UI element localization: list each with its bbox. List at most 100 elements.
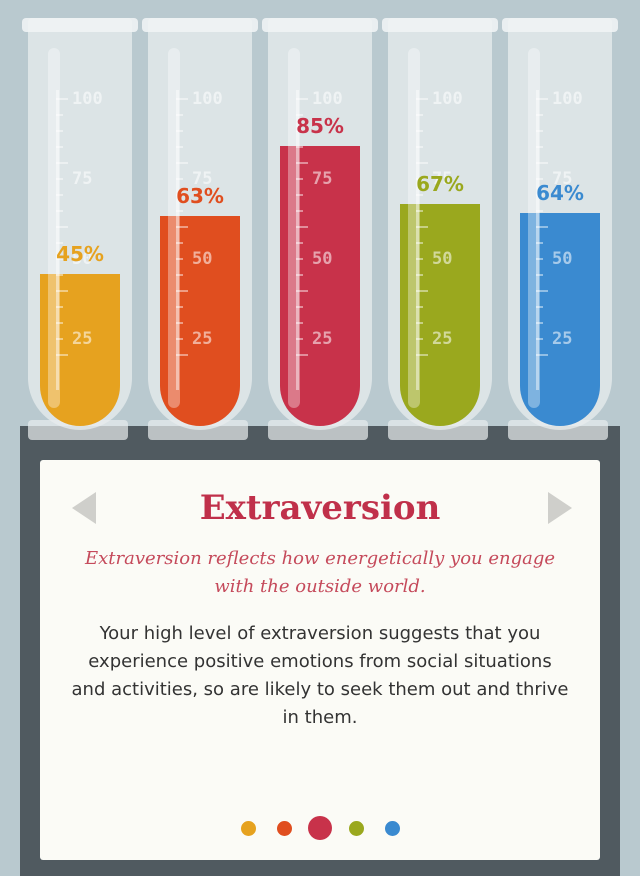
scale-label: 100 — [432, 89, 463, 109]
scale-minor-tick — [416, 114, 423, 116]
scale-major-tick — [416, 354, 428, 356]
scale-minor-tick — [536, 322, 543, 324]
scale-minor-tick — [176, 210, 183, 212]
tube-scale: 100 75 50 25 — [296, 90, 356, 410]
scale-label: 75 — [192, 169, 213, 189]
scale-minor-tick — [296, 322, 303, 324]
scale-minor-tick — [176, 306, 183, 308]
tube-liquid-conscientiousness — [160, 216, 240, 426]
pagination-dot-3[interactable] — [308, 816, 332, 840]
scale-label: 50 — [432, 249, 453, 269]
scale-label: 25 — [72, 329, 93, 349]
scale-label: 25 — [312, 329, 333, 349]
rack-slot — [388, 420, 488, 440]
test-tube-extraversion[interactable]: 100 75 50 25 — [262, 18, 378, 430]
pagination-dot-5[interactable] — [384, 820, 400, 836]
pagination-dot-4[interactable] — [348, 820, 364, 836]
scale-minor-tick — [536, 274, 543, 276]
scale-minor-tick — [416, 258, 423, 260]
scale-minor-tick — [536, 194, 543, 196]
scale-major-tick — [296, 98, 308, 100]
scale-major-tick — [176, 98, 188, 100]
scale-minor-tick — [56, 194, 63, 196]
trait-card — [40, 460, 600, 860]
scale-label: 50 — [72, 249, 93, 269]
tube-liquid-extraversion — [280, 146, 360, 426]
scale-minor-tick — [56, 146, 63, 148]
scale-minor-tick — [176, 194, 183, 196]
scale-minor-tick — [176, 178, 183, 180]
scale-minor-tick — [296, 114, 303, 116]
scale-major-tick — [296, 162, 308, 164]
scale-minor-tick — [536, 114, 543, 116]
tube-rim — [502, 18, 618, 32]
scale-minor-tick — [536, 242, 543, 244]
scale-label: 25 — [552, 329, 573, 349]
scale-minor-tick — [56, 130, 63, 132]
scale-major-tick — [176, 290, 188, 292]
scale-label: 100 — [192, 89, 223, 109]
scale-major-tick — [536, 98, 548, 100]
tube-liquid-neuroticism — [520, 213, 600, 426]
scale-label: 25 — [432, 329, 453, 349]
percent-label-conscientiousness: 63% — [176, 184, 224, 209]
scale-minor-tick — [536, 210, 543, 212]
scale-major-tick — [56, 162, 68, 164]
scale-minor-tick — [296, 306, 303, 308]
scale-minor-tick — [416, 194, 423, 196]
scale-major-tick — [416, 98, 428, 100]
scale-minor-tick — [56, 210, 63, 212]
tube-rim — [382, 18, 498, 32]
test-tube-openness[interactable]: 100 75 50 25 — [22, 18, 138, 430]
tube-scale: 100 75 50 25 — [176, 90, 236, 410]
scale-minor-tick — [56, 178, 63, 180]
scale-minor-tick — [296, 146, 303, 148]
scale-major-tick — [176, 354, 188, 356]
scale-minor-tick — [416, 210, 423, 212]
scale-minor-tick — [536, 338, 543, 340]
scale-minor-tick — [536, 146, 543, 148]
trait-title: Extraversion — [199, 488, 441, 528]
scale-minor-tick — [176, 114, 183, 116]
scale-label: 50 — [192, 249, 213, 269]
pagination-dot-2[interactable] — [276, 820, 292, 836]
scale-minor-tick — [536, 130, 543, 132]
tube-highlight — [168, 48, 180, 408]
scale-minor-tick — [536, 306, 543, 308]
scale-minor-tick — [296, 258, 303, 260]
scale-minor-tick — [56, 258, 63, 260]
scale-minor-tick — [56, 306, 63, 308]
trait-description: Your high level of extraversion suggests… — [71, 623, 569, 728]
next-arrow-icon[interactable] — [548, 492, 572, 524]
scale-label: 100 — [72, 89, 103, 109]
scale-label: 75 — [552, 169, 573, 189]
scale-minor-tick — [536, 258, 543, 260]
scale-major-tick — [536, 162, 548, 164]
scale-minor-tick — [176, 258, 183, 260]
scale-minor-tick — [416, 242, 423, 244]
tube-liquid-agreeableness — [400, 203, 480, 426]
pagination-dot-1[interactable] — [240, 820, 256, 836]
scale-label: 50 — [312, 249, 333, 269]
scale-major-tick — [296, 226, 308, 228]
scale-major-tick — [176, 226, 188, 228]
tube-highlight — [288, 48, 300, 408]
tube-scale: 100 75 50 25 — [416, 90, 476, 410]
tube-scale: 100 75 50 25 — [536, 90, 596, 410]
scale-minor-tick — [56, 322, 63, 324]
scale-minor-tick — [176, 322, 183, 324]
rack-slot — [268, 420, 368, 440]
scale-minor-tick — [296, 242, 303, 244]
scale-minor-tick — [416, 306, 423, 308]
scale-minor-tick — [416, 130, 423, 132]
scale-minor-tick — [416, 274, 423, 276]
tube-highlight — [528, 48, 540, 408]
scale-major-tick — [176, 162, 188, 164]
scale-minor-tick — [176, 338, 183, 340]
test-tube-conscientiousness[interactable]: 100 75 50 25 — [142, 18, 258, 430]
scale-minor-tick — [296, 130, 303, 132]
previous-arrow-icon[interactable] — [72, 492, 96, 524]
percent-label-openness: 45% — [56, 242, 104, 266]
test-tube-neuroticism[interactable]: 100 75 50 25 — [502, 18, 618, 430]
test-tube-agreeableness[interactable]: 100 75 50 25 — [382, 18, 498, 430]
